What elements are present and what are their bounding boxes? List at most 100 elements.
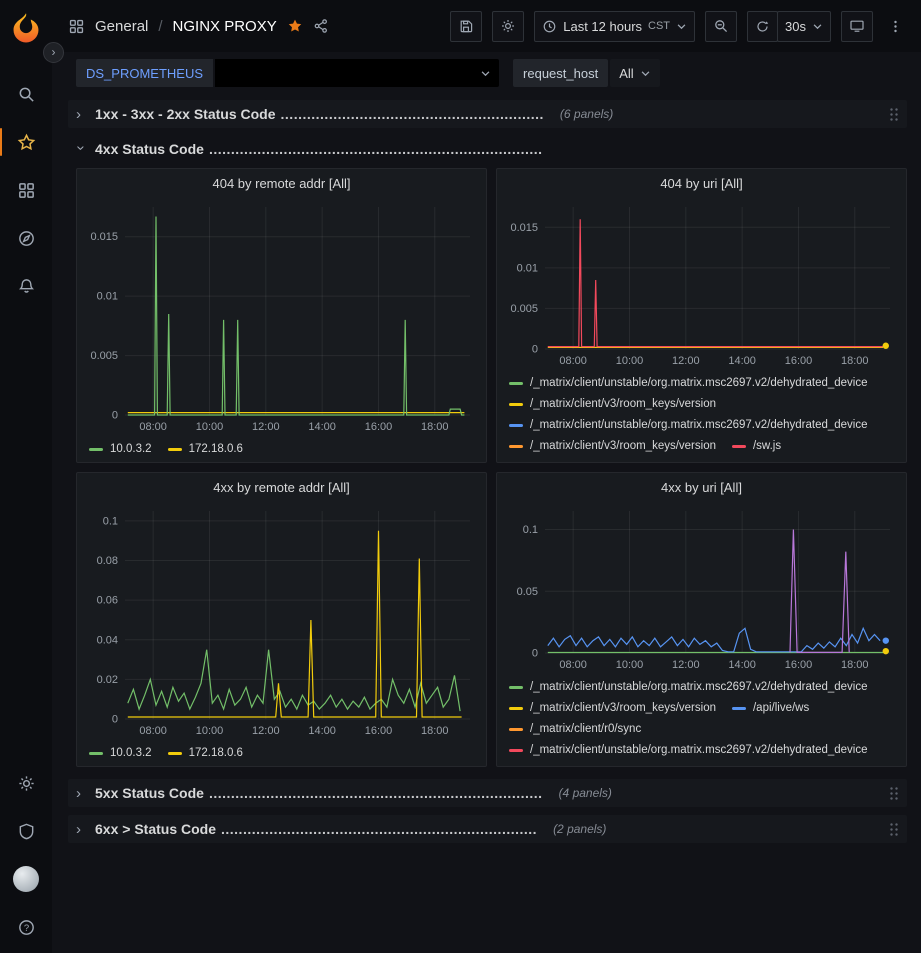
timeseries-chart[interactable]: 00.0050.010.01508:0010:0012:0014:0016:00… [85,197,480,435]
refresh-interval-dropdown[interactable]: 30s [777,11,831,42]
chevron-down-icon [640,68,651,79]
panel-404-by-uri: 404 by uri [All] 00.0050.010.01508:0010:… [496,168,907,463]
panel-legend: 10.0.3.2 172.18.0.6 [85,739,478,766]
share-button[interactable] [313,18,329,34]
share-icon [313,18,329,34]
svg-text:12:00: 12:00 [252,725,280,737]
legend-item[interactable]: /_matrix/client/unstable/org.matrix.msc2… [509,740,868,757]
row-panel-count: (4 panels) [559,786,612,800]
svg-text:16:00: 16:00 [365,421,393,433]
svg-text:08:00: 08:00 [139,421,167,433]
row-drag-handle[interactable] [889,107,899,122]
row-drag-handle[interactable] [889,822,899,837]
favorite-star-icon [287,18,303,34]
panel-legend: /_matrix/client/unstable/org.matrix.msc2… [505,369,898,453]
star-icon [17,133,36,152]
row-panel-count: (6 panels) [560,107,613,121]
apps-grid-icon[interactable] [68,18,85,35]
dashboards-grid-icon [17,181,36,200]
svg-text:0.05: 0.05 [517,586,538,598]
tv-mode-button[interactable] [841,11,873,42]
expand-menu-button[interactable]: › [43,42,64,63]
row-leader-dots: ........................................… [209,141,543,157]
dashboard-settings-button[interactable] [492,11,524,42]
request-host-variable-value[interactable]: All [610,59,659,87]
legend-item[interactable]: /_matrix/client/unstable/org.matrix.msc2… [509,373,868,394]
timeseries-chart[interactable]: 00.050.108:0010:0012:0014:0016:0018:00 [505,501,900,673]
svg-text:0.01: 0.01 [517,262,538,274]
request-host-selected: All [619,66,633,81]
zoom-out-time-button[interactable] [705,11,737,42]
row-leader-dots: ........................................… [209,785,543,801]
save-dashboard-button[interactable] [450,11,482,42]
svg-text:16:00: 16:00 [785,659,813,671]
row-header-4xx[interactable]: › 4xx Status Code ......................… [68,136,907,162]
favorite-star-button[interactable] [287,18,303,34]
sidebar-item-configuration[interactable] [0,759,52,807]
page-title[interactable]: NGINX PROXY [173,18,277,35]
time-range-picker[interactable]: Last 12 hours CST [534,11,695,42]
save-icon [458,18,474,34]
breadcrumb-separator: / [158,18,162,35]
panel-4xx-by-remote-addr: 4xx by remote addr [All] 00.020.040.060.… [76,472,487,767]
variable-datasource: DS_PROMETHEUS [76,59,499,87]
panel-title[interactable]: 4xx by remote addr [All] [85,473,478,501]
breadcrumb-section[interactable]: General [95,18,148,35]
legend-item[interactable]: /_matrix/client/unstable/org.matrix.msc2… [509,677,868,698]
sidebar-item-profile[interactable] [0,855,52,903]
panel-title[interactable]: 404 by uri [All] [505,169,898,197]
search-icon [17,85,36,104]
legend-item[interactable]: 172.18.0.6 [168,743,243,764]
timeseries-chart[interactable]: 00.0050.010.01508:0010:0012:0014:0016:00… [505,197,900,369]
svg-text:08:00: 08:00 [139,725,167,737]
svg-text:0.1: 0.1 [103,515,118,527]
row-header-1xx-3xx-2xx[interactable]: › 1xx - 3xx - 2xx Status Code ..........… [68,100,907,128]
refresh-dashboard-button[interactable] [747,11,778,42]
sidebar: ? [0,0,52,953]
row-header-5xx[interactable]: › 5xx Status Code ......................… [68,779,907,807]
svg-text:10:00: 10:00 [616,659,644,671]
chevron-down-icon [676,21,687,32]
svg-text:16:00: 16:00 [365,725,393,737]
panel-legend: 10.0.3.2 172.18.0.6 [85,435,478,462]
row-header-6xx[interactable]: › 6xx > Status Code ....................… [68,815,907,843]
legend-item[interactable]: /_matrix/client/v3/room_keys/version [509,394,716,415]
panel-4xx-by-uri: 4xx by uri [All] 00.050.108:0010:0012:00… [496,472,907,767]
sidebar-item-help[interactable]: ? [0,903,52,951]
sidebar-item-search[interactable] [0,70,52,118]
legend-item[interactable]: 172.18.0.6 [168,439,243,460]
variable-request-host: request_host All [513,59,660,87]
legend-item[interactable]: 10.0.3.2 [89,439,152,460]
datasource-variable-value[interactable] [215,59,499,87]
sidebar-item-dashboards[interactable] [0,166,52,214]
top-navbar: General / NGINX PROXY [52,0,921,52]
kebab-menu-button[interactable] [883,11,907,42]
sidebar-item-alerting[interactable] [0,262,52,310]
row-drag-handle[interactable] [889,786,899,801]
legend-item[interactable]: /_matrix/client/v3/room_keys/version [509,698,716,719]
svg-text:0.1: 0.1 [523,524,538,536]
legend-item[interactable]: /api/live/ws [732,698,809,719]
svg-text:0.015: 0.015 [90,231,118,243]
legend-item[interactable]: 10.0.3.2 [89,743,152,764]
sidebar-nav-top [0,70,52,310]
svg-text:14:00: 14:00 [308,421,336,433]
panel-title[interactable]: 4xx by uri [All] [505,473,898,501]
legend-item[interactable]: /_matrix/client/unstable/org.matrix.msc2… [509,415,868,436]
legend-item[interactable]: /sw.js [732,436,781,453]
dashboard-variables-row: DS_PROMETHEUS request_host All [52,52,921,96]
sidebar-item-explore[interactable] [0,214,52,262]
chevron-down-icon [480,68,491,79]
zoom-out-icon [713,18,729,34]
legend-item[interactable]: /_matrix/client/v3/room_keys/version [509,436,716,453]
timeseries-chart[interactable]: 00.020.040.060.080.108:0010:0012:0014:00… [85,501,480,739]
svg-text:16:00: 16:00 [785,355,813,367]
refresh-interval-label: 30s [785,19,806,34]
sidebar-item-server-admin[interactable] [0,807,52,855]
legend-item[interactable]: /_matrix/client/r0/sync [509,719,641,740]
admin-shield-icon [17,822,36,841]
sidebar-item-starred[interactable] [0,118,52,166]
panel-grid: 404 by remote addr [All] 00.0050.010.015… [76,168,907,767]
svg-text:0.08: 0.08 [97,555,118,567]
panel-title[interactable]: 404 by remote addr [All] [85,169,478,197]
